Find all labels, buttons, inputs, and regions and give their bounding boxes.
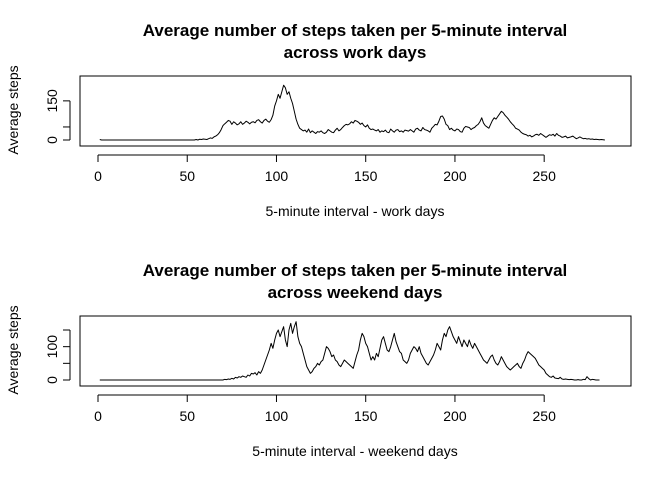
- x-tick-label: 200: [443, 408, 467, 424]
- x-tick-label: 250: [533, 408, 557, 424]
- plot-frame: [79, 75, 632, 147]
- x-axis-label: 5-minute interval - work days: [266, 203, 445, 219]
- x-axis: 0 50 100 150 200 250: [94, 394, 557, 424]
- chart-title-line-1: Average number of steps taken per 5-minu…: [143, 21, 568, 40]
- plot-frame: [79, 315, 632, 387]
- x-tick-label: 0: [94, 168, 102, 184]
- y-axis: 0 150: [44, 89, 71, 144]
- x-tick-label: 0: [94, 408, 102, 424]
- chart-panel-weekend-days: Average number of steps taken per 5-minu…: [5, 261, 632, 459]
- y-axis-label: Average steps: [5, 305, 21, 394]
- chart-title-line-2: across weekend days: [268, 283, 443, 302]
- series-line-weekend-days: [99, 321, 600, 381]
- y-axis-label: Average steps: [5, 65, 21, 154]
- chart-panel-work-days: Average number of steps taken per 5-minu…: [5, 21, 632, 219]
- series-line-work-days: [99, 84, 605, 141]
- y-tick-label: 0: [44, 136, 60, 144]
- chart-title-line-1: Average number of steps taken per 5-minu…: [143, 261, 568, 280]
- x-tick-label: 200: [443, 168, 467, 184]
- y-tick-label: 0: [44, 376, 60, 384]
- x-tick-label: 100: [265, 408, 289, 424]
- y-axis: 0 100: [44, 329, 71, 384]
- x-tick-label: 50: [179, 408, 195, 424]
- x-tick-label: 250: [533, 168, 557, 184]
- x-axis-label: 5-minute interval - weekend days: [252, 443, 457, 459]
- x-axis: 0 50 100 150 200 250: [94, 154, 557, 184]
- x-tick-label: 100: [265, 168, 289, 184]
- x-tick-label: 150: [354, 408, 378, 424]
- y-tick-label: 150: [44, 89, 60, 113]
- chart-title-line-2: across work days: [284, 43, 427, 62]
- x-tick-label: 50: [179, 168, 195, 184]
- y-tick-label: 100: [44, 335, 60, 359]
- x-tick-label: 150: [354, 168, 378, 184]
